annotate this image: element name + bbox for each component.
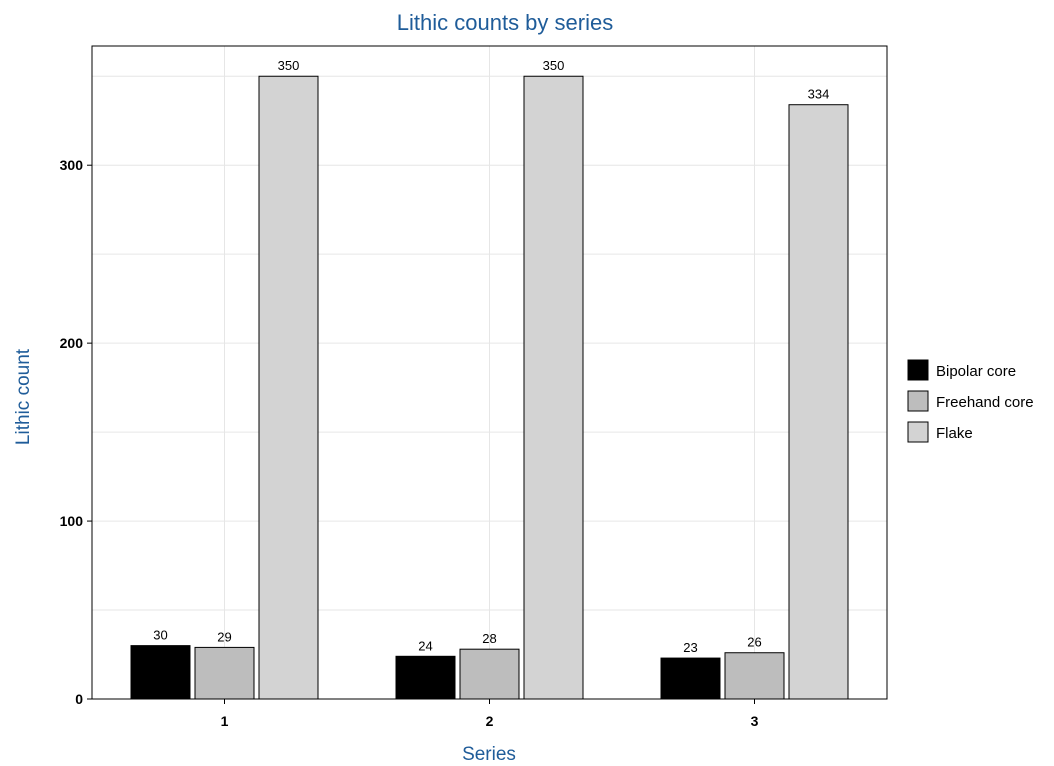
bar — [523, 75, 584, 700]
bar-value-label: 350 — [278, 58, 300, 73]
legend-swatch — [907, 359, 929, 381]
x-tick-label: 3 — [751, 713, 759, 729]
legend-swatch — [907, 421, 929, 443]
bar — [660, 657, 721, 700]
legend: Bipolar core Freehand core Flake — [907, 359, 1034, 443]
y-tick-label: 0 — [75, 691, 83, 707]
bar-value-label: 26 — [747, 635, 761, 650]
bar-value-label: 24 — [418, 638, 432, 653]
bar — [194, 646, 255, 700]
y-tick-label: 200 — [60, 335, 84, 351]
data-labels: 30 29 350 24 28 350 23 26 334 — [153, 58, 829, 655]
bar — [459, 648, 520, 700]
bar — [724, 652, 785, 700]
bar-value-label: 30 — [153, 628, 167, 643]
x-axis-ticks: 1 2 3 — [221, 699, 759, 729]
bar — [395, 655, 456, 700]
bar-value-label: 350 — [543, 58, 565, 73]
chart-title: Lithic counts by series — [397, 10, 613, 35]
legend-label: Freehand core — [936, 394, 1034, 411]
legend-label: Flake — [936, 425, 973, 442]
bar-value-label: 23 — [683, 640, 697, 655]
legend-label: Bipolar core — [936, 363, 1016, 380]
x-tick-label: 1 — [221, 713, 229, 729]
y-tick-label: 100 — [60, 513, 84, 529]
y-axis-title: Lithic count — [13, 348, 34, 445]
y-tick-label: 300 — [60, 157, 84, 173]
y-axis-ticks: 0 100 200 300 — [60, 157, 92, 707]
bar — [258, 75, 319, 700]
bar-value-label: 28 — [482, 631, 496, 646]
grid — [92, 46, 887, 700]
bar-value-label: 29 — [217, 629, 231, 644]
x-axis-title: Series — [462, 744, 516, 765]
legend-swatch — [907, 390, 929, 412]
bar — [788, 104, 849, 700]
bar — [130, 645, 191, 700]
bars — [130, 75, 849, 700]
x-tick-label: 2 — [486, 713, 494, 729]
bar-value-label: 334 — [808, 87, 830, 102]
